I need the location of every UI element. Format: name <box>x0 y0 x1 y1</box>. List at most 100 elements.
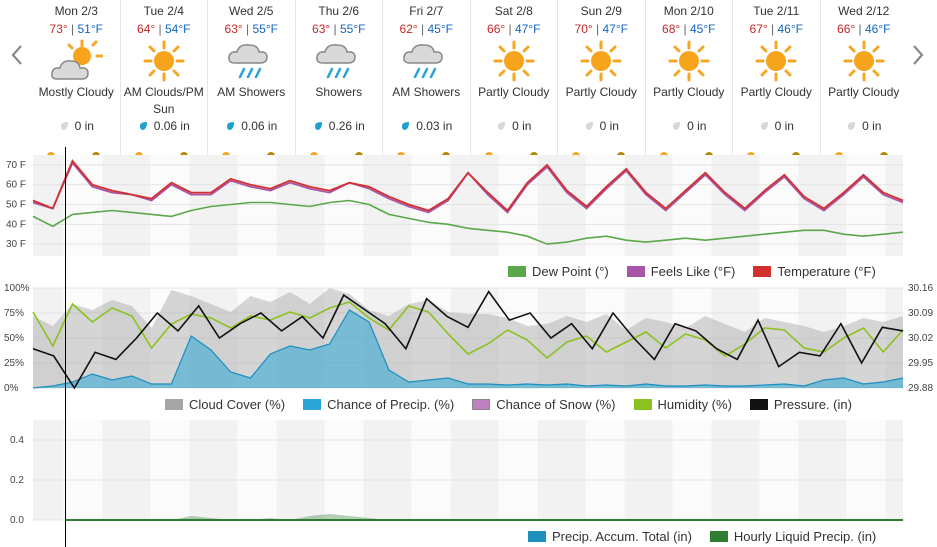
low-temp: 55°F <box>252 22 278 36</box>
high-temp: 73° <box>49 22 68 36</box>
temp-separator: | <box>421 22 425 36</box>
legend-item[interactable]: Temperature (°F) <box>753 264 876 279</box>
legend-item[interactable]: Dew Point (°) <box>508 264 609 279</box>
precip-chance-swatch <box>303 399 322 410</box>
legend-atmosphere: Cloud Cover (%) Chance of Precip. (%) Ch… <box>165 397 852 412</box>
day-column[interactable]: Thu 2/6 63° | 55°F Showers 0.26 in <box>296 0 383 156</box>
legend-label: Hourly Liquid Precip. (in) <box>733 529 877 544</box>
condition-text: Mostly Cloudy <box>38 85 114 99</box>
day-column[interactable]: Wed 2/5 63° | 55°F AM Showers 0.06 in <box>208 0 296 156</box>
temp-separator: | <box>771 22 775 36</box>
day-temps: 64° | 54°F <box>121 22 208 38</box>
legend-item[interactable]: Feels Like (°F) <box>626 264 736 279</box>
y-tick-label: 70 F <box>6 160 26 171</box>
snow-chance-swatch <box>472 399 491 410</box>
precip-value: 0 in <box>74 119 94 133</box>
temp-separator: | <box>508 22 512 36</box>
day-temps: 66° | 46°F <box>821 22 908 38</box>
legend-item[interactable]: Chance of Snow (%) <box>472 397 616 412</box>
legend-item[interactable]: Pressure. (in) <box>749 397 852 412</box>
high-temp: 63° <box>312 22 331 36</box>
day-name: Tue 2/4 <box>143 4 184 18</box>
daytime-band <box>237 155 277 256</box>
temp-separator: | <box>683 22 687 36</box>
day-column[interactable]: Mon 2/3 73° | 51°F Mostly Cloudy 0 in <box>33 0 121 156</box>
daytime-band <box>237 420 277 520</box>
y-tick-label-left: 25% <box>4 358 24 369</box>
y-tick-label-right: 29.88 <box>908 383 933 394</box>
precip-amount: 0.03 in <box>383 118 470 134</box>
day-column[interactable]: Tue 2/4 64° | 54°F AM Clouds/PM Sun 0.06 in <box>121 0 208 156</box>
y-tick-label: 40 F <box>6 219 26 230</box>
day-column[interactable]: Sat 2/8 66° | 47°F Partly Cloudy 0 in <box>471 0 558 156</box>
condition-text: Partly Cloudy <box>653 85 725 99</box>
daily-forecast: Mon 2/3 73° | 51°F Mostly Cloudy 0 in Tue 2/… <box>33 0 908 156</box>
daytime-band <box>324 155 364 256</box>
legend-item[interactable]: Chance of Precip. (%) <box>303 397 454 412</box>
series-line <box>32 159 904 212</box>
day-temps: 66° | 47°F <box>471 22 558 38</box>
precip-value: 0 in <box>687 119 707 133</box>
temp-separator: | <box>596 22 600 36</box>
temp-separator: | <box>333 22 337 36</box>
precip-amount: 0 in <box>558 118 645 134</box>
condition-text: Partly Cloudy <box>565 85 637 99</box>
precip-amount: 0.26 in <box>296 118 383 134</box>
day-temps: 62° | 45°F <box>383 22 470 38</box>
no-precip-icon <box>498 122 506 130</box>
precip-value: 0 in <box>774 119 794 133</box>
day-name: Wed 2/5 <box>229 4 274 18</box>
y-tick-label-right: 30.16 <box>908 283 933 294</box>
day-name: Wed 2/12 <box>838 4 890 18</box>
next-days-button[interactable] <box>907 40 929 70</box>
precip-accum-swatch <box>528 531 546 542</box>
cloud-cover-area <box>33 288 903 388</box>
day-column[interactable]: Tue 2/11 67° | 46°F Partly Cloudy 0 in <box>733 0 821 156</box>
previous-days-button[interactable] <box>6 40 28 70</box>
daytime-band <box>150 420 190 520</box>
daytime-band <box>411 420 451 520</box>
raindrop-icon <box>139 122 147 130</box>
precip-amount: 0.06 in <box>121 118 208 134</box>
high-temp: 62° <box>399 22 418 36</box>
high-temp: 63° <box>224 22 243 36</box>
legend-item[interactable]: Hourly Liquid Precip. (in) <box>709 529 877 544</box>
low-temp: 54°F <box>164 22 191 36</box>
day-column[interactable]: Fri 2/7 62° | 45°F AM Showers 0.03 in <box>383 0 471 156</box>
high-temp: 68° <box>662 22 681 36</box>
daytime-band <box>498 420 538 520</box>
high-temp: 70° <box>574 22 593 36</box>
y-tick-label-left: 0% <box>4 383 19 394</box>
y-tick-label-left: 100% <box>4 283 30 294</box>
legend-item[interactable]: Cloud Cover (%) <box>165 397 285 412</box>
precip-amount: 0.06 in <box>208 118 295 134</box>
low-temp: 45°F <box>427 22 453 36</box>
legend-item[interactable]: Precip. Accum. Total (in) <box>528 529 692 544</box>
no-precip-icon <box>848 122 856 130</box>
daytime-band <box>759 155 799 256</box>
daytime-band <box>846 155 886 256</box>
legend-item[interactable]: Humidity (%) <box>633 397 732 412</box>
legend-label: Precip. Accum. Total (in) <box>552 529 692 544</box>
y-tick-label-left: 50% <box>4 333 24 344</box>
condition-text: Partly Cloudy <box>828 85 900 99</box>
day-temps: 73° | 51°F <box>33 22 120 38</box>
day-name: Tue 2/11 <box>753 4 800 18</box>
legend-temperature: Dew Point (°) Feels Like (°F) Temperatur… <box>508 264 876 279</box>
showers-icon <box>208 38 295 84</box>
raindrop-icon <box>227 122 235 130</box>
series-line <box>32 199 904 245</box>
day-column[interactable]: Sun 2/9 70° | 47°F Partly Cloudy 0 in <box>558 0 646 156</box>
no-precip-icon <box>585 122 593 130</box>
precip-amount: 0 in <box>646 118 733 134</box>
legend-label: Feels Like (°F) <box>650 264 736 279</box>
raindrop-icon <box>402 122 410 130</box>
daytime-band <box>63 155 103 256</box>
chevron-left-icon <box>11 45 22 65</box>
y-tick-label-right: 30.02 <box>908 333 933 344</box>
sun-icon <box>646 38 733 84</box>
low-temp: 45°F <box>689 22 716 36</box>
pressure-swatch <box>749 399 768 410</box>
temperature-swatch <box>753 266 772 277</box>
